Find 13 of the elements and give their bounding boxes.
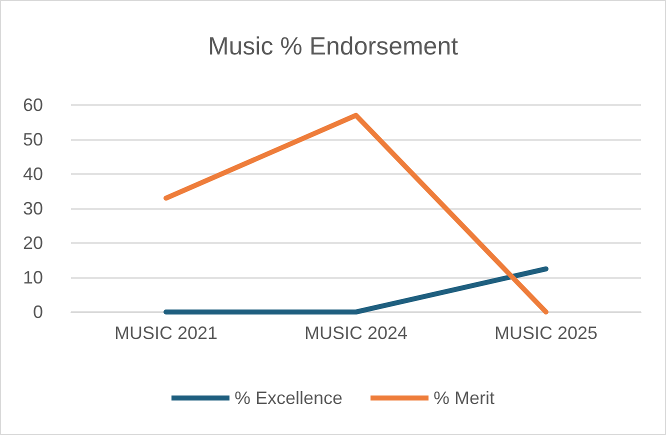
x-tick-label: MUSIC 2024 (304, 323, 408, 343)
x-tick-label: MUSIC 2021 (114, 323, 218, 343)
y-tick-label: 50 (22, 130, 43, 150)
y-tick-label: 30 (22, 198, 43, 218)
chart-title: Music % Endorsement (208, 32, 458, 60)
y-tick-label: 10 (22, 268, 43, 288)
y-tick-label: 40 (22, 164, 43, 184)
y-tick-label: 20 (22, 233, 43, 253)
legend-label: % Excellence (234, 388, 343, 408)
y-tick-label: 60 (22, 95, 43, 115)
x-tick-label: MUSIC 2025 (494, 323, 598, 343)
y-tick-label: 0 (32, 302, 43, 322)
legend-label: % Merit (434, 388, 495, 408)
